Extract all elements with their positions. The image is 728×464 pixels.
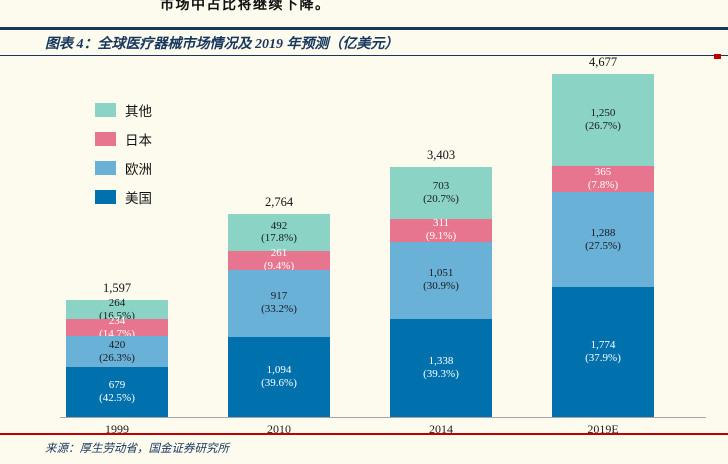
segment-percent: (27.5%): [585, 239, 621, 252]
segment-value: 1,774: [590, 338, 616, 351]
segment-percent: (9.1%): [425, 230, 457, 243]
segment-us-1999: 679 (42.5%): [66, 367, 168, 417]
segment-us-2010: 1,094 (39.6%): [228, 336, 330, 417]
segment-us-2014: 1,338 (39.3%): [390, 318, 492, 417]
segment-percent: (39.3%): [423, 367, 459, 380]
chart-bars: 679 (42.5%) 420 (26.3%) 234 (14.7%) 264 (16.5%)…: [60, 55, 706, 418]
segment-percent: (9.4%): [263, 260, 295, 273]
segment-other-2019E: 1,250 (26.7%): [552, 73, 654, 166]
segment-percent: (39.6%): [261, 376, 297, 389]
segment-japan-2014: 311 (9.1%): [390, 217, 492, 243]
segment-value: 311: [432, 217, 450, 230]
bar-total-2014: 3,403: [426, 148, 456, 163]
segment-percent: (33.2%): [261, 303, 297, 316]
segment-percent: (17.8%): [261, 232, 297, 245]
segment-value: 917: [270, 290, 288, 303]
paragraph-fragment: 市场中占比将继续下降。: [160, 0, 331, 12]
bar-1999: 679 (42.5%) 420 (26.3%) 234 (14.7%) 264 (16.5%)…: [66, 281, 168, 417]
figure-title: 图表 4：全球医疗器械市场情况及 2019 年预测（亿美元）: [45, 37, 399, 52]
legend-label-other: 其他: [125, 104, 152, 119]
x-label-2014: 2014: [429, 422, 453, 436]
legend-label-us: 美国: [125, 191, 152, 206]
segment-japan-1999: 234 (14.7%): [66, 315, 168, 340]
segment-value: 1,051: [428, 267, 454, 280]
segment-percent: (16.5%): [99, 309, 135, 322]
title-accent-mark: [714, 54, 721, 59]
segment-value: 365: [594, 166, 612, 179]
bar-total-2010: 2,764: [264, 195, 294, 210]
segment-percent: (26.7%): [585, 119, 621, 132]
segment-value: 264: [108, 296, 126, 309]
x-label-2019E: 2019E: [587, 422, 619, 436]
segment-europe-2010: 917 (33.2%): [228, 269, 330, 337]
segment-value: 1,338: [428, 354, 454, 367]
segment-other-2010: 492 (17.8%): [228, 214, 330, 251]
segment-japan-2019E: 365 (7.8%): [552, 165, 654, 193]
legend-item-europe: 欧洲: [95, 158, 152, 178]
segment-other-2014: 703 (20.7%): [390, 167, 492, 220]
legend-item-japan: 日本: [95, 129, 152, 149]
segment-value: 234: [108, 314, 126, 327]
x-label-2010: 2010: [267, 422, 291, 436]
segment-value: 703: [432, 180, 450, 193]
segment-percent: (30.9%): [423, 280, 459, 293]
figure-title-bar: 图表 4：全球医疗器械市场情况及 2019 年预测（亿美元）: [0, 27, 728, 59]
bar-2014: 1,338 (39.3%) 1,051 (30.9%) 311 (9.1%) 703 (20.…: [390, 148, 492, 417]
x-label-1999: 1999: [105, 422, 129, 436]
segment-percent: (37.9%): [585, 351, 621, 364]
source-note: 来源：厚生劳动省，国金证券研究所: [0, 433, 728, 464]
segment-europe-1999: 420 (26.3%): [66, 336, 168, 368]
bar-total-2019E: 4,677: [588, 54, 618, 69]
stacked-bar-chart: 其他 日本 欧洲 美国 679 (42.5%) 420 (26.3%) 234 (14.7%) 2…: [0, 55, 728, 437]
segment-us-2019E: 1,774 (37.9%): [552, 286, 654, 417]
segment-value: 1,288: [590, 226, 616, 239]
segment-other-1999: 264 (16.5%): [66, 296, 168, 322]
x-axis-labels: 1999 2010 2014 2019E: [60, 422, 706, 437]
legend-item-us: 美国: [95, 187, 152, 207]
segment-percent: (20.7%): [423, 193, 459, 206]
segment-value: 261: [270, 247, 288, 260]
legend: 其他 日本 欧洲 美国: [95, 100, 152, 216]
legend-swatch-other: [95, 103, 116, 117]
legend-swatch-us: [95, 190, 116, 204]
legend-label-europe: 欧洲: [125, 162, 152, 177]
segment-japan-2010: 261 (9.4%): [228, 247, 330, 273]
bar-total-1999: 1,597: [102, 280, 132, 295]
segment-value: 492: [270, 219, 288, 232]
segment-value: 1,094: [266, 363, 292, 376]
bar-2010: 1,094 (39.6%) 917 (33.2%) 261 (9.4%) 492 (17.8%…: [228, 195, 330, 417]
segment-europe-2019E: 1,288 (27.5%): [552, 192, 654, 287]
segment-percent: (42.5%): [99, 392, 135, 405]
legend-label-japan: 日本: [125, 133, 152, 148]
segment-value: 679: [108, 379, 126, 392]
segment-value: 1,250: [590, 106, 616, 119]
segment-europe-2014: 1,051 (30.9%): [390, 241, 492, 319]
bar-2019E: 1,774 (37.9%) 1,288 (27.5%) 365 (7.8%) 1,250 (2…: [552, 55, 654, 417]
legend-swatch-japan: [95, 132, 116, 146]
segment-percent: (26.3%): [99, 351, 135, 364]
legend-swatch-europe: [95, 161, 116, 175]
segment-value: 420: [108, 338, 126, 351]
segment-percent: (7.8%): [587, 179, 619, 191]
legend-item-other: 其他: [95, 100, 152, 120]
